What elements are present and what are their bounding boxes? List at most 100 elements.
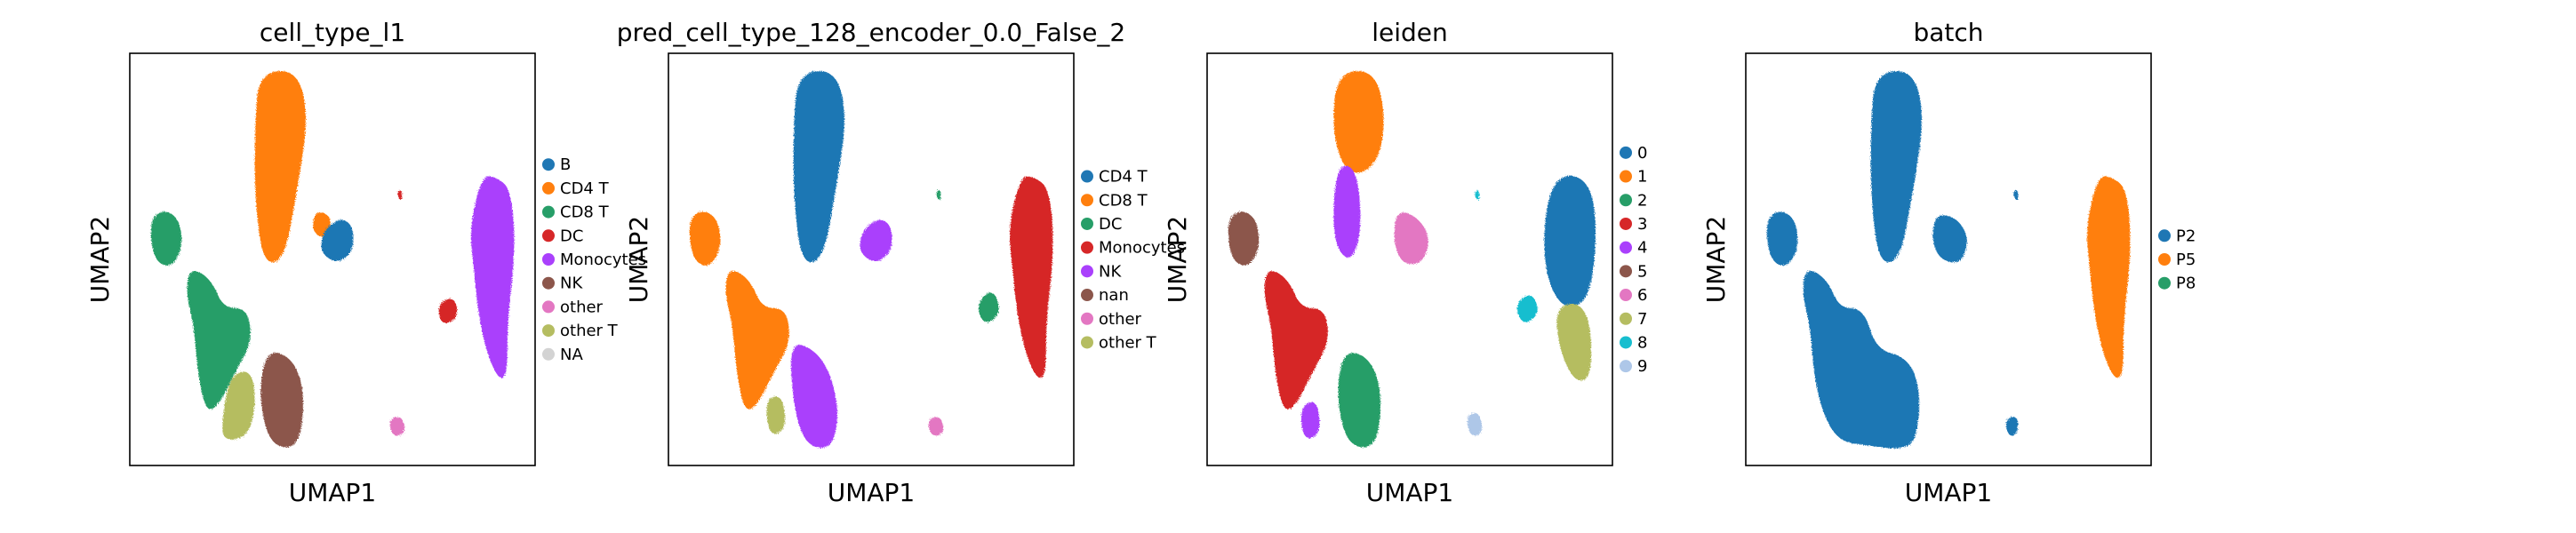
x-axis-label: UMAP1	[289, 478, 377, 507]
legend: B CD4 T CD8 T DC Monocytes NK other other T NA	[542, 155, 646, 364]
legend-marker	[542, 205, 555, 219]
legend-label: DC	[1099, 215, 1122, 234]
cluster-4	[1333, 165, 1361, 258]
umap-panel-3: leiden UMAP1 UMAP2 0 1 2 3 4 5 6 7 8 9	[1163, 18, 1647, 507]
cluster-nk	[791, 345, 837, 449]
legend-label: P5	[2176, 251, 2196, 269]
legend-marker	[1620, 289, 1632, 302]
legend-marker	[542, 253, 555, 266]
legend-label: 6	[1637, 286, 1647, 305]
umap-panel-1: cell_type_l1 UMAP1 UMAP2 B CD4 T CD8 T DC Monoc…	[85, 18, 646, 507]
cluster-3	[1264, 271, 1328, 410]
y-axis-label: UMAP2	[85, 216, 115, 304]
legend-label: other T	[560, 322, 619, 340]
legend-marker	[542, 324, 555, 338]
legend-marker	[542, 158, 555, 171]
cluster-9	[1467, 412, 1483, 436]
legend-label: DC	[560, 227, 583, 245]
cluster-p5	[2086, 176, 2131, 378]
legend-marker	[2158, 229, 2171, 243]
cluster-6	[1394, 212, 1428, 265]
axes-frame	[129, 52, 536, 466]
legend-label: NK	[1099, 262, 1122, 281]
legend-marker	[2158, 253, 2171, 266]
legend-label: P8	[2176, 274, 2196, 293]
y-axis-label: UMAP2	[624, 216, 653, 304]
cluster-p2	[1870, 71, 1922, 263]
legend-marker	[542, 229, 555, 243]
cluster-p2	[1932, 215, 1967, 263]
y-axis-label: UMAP2	[1701, 216, 1731, 304]
cluster-p2	[2013, 190, 2019, 200]
umap-panel-4: batch UMAP1 UMAP2 P2 P5 P8	[1701, 18, 2196, 507]
legend-label: 8	[1637, 333, 1647, 352]
legend-label: CD4 T	[560, 179, 610, 198]
cluster-0	[1544, 175, 1596, 306]
panel-title: batch	[1913, 18, 1983, 47]
cluster-cd4-t	[254, 71, 306, 263]
cluster-dc	[936, 190, 941, 200]
cluster-p2	[1803, 271, 1920, 449]
legend-marker	[1081, 217, 1093, 230]
cluster-dc	[438, 298, 458, 323]
legend-marker	[1620, 146, 1632, 159]
legend-marker	[2158, 276, 2171, 290]
umap-panel-2: pred_cell_type_128_encoder_0.0_False_2 UM…	[617, 18, 1185, 507]
legend-marker	[1081, 194, 1093, 207]
legend-marker	[1081, 241, 1093, 254]
legend-marker	[1620, 312, 1632, 325]
legend-label: 5	[1637, 262, 1647, 281]
cluster-dc	[978, 292, 999, 322]
legend-marker	[542, 181, 555, 195]
cluster-cd8-t	[150, 211, 182, 266]
cluster-8	[1475, 190, 1480, 200]
legend-label: other	[1099, 310, 1142, 329]
legend-label: 4	[1637, 239, 1647, 258]
legend-marker	[1620, 360, 1632, 373]
axes-frame	[1745, 52, 2152, 466]
cluster-cd8-t	[725, 271, 789, 410]
y-axis-label: UMAP2	[1163, 216, 1192, 304]
legend-marker	[1620, 241, 1632, 254]
legend-label: Monocytes	[560, 251, 646, 269]
legend-label: B	[560, 155, 571, 174]
x-axis-label: UMAP1	[828, 478, 916, 507]
legend-marker	[1081, 312, 1093, 325]
panel-title: pred_cell_type_128_encoder_0.0_False_2	[617, 18, 1125, 47]
legend-marker	[1620, 217, 1632, 230]
panel-title: cell_type_l1	[260, 18, 405, 47]
cluster-7	[1556, 304, 1592, 381]
axes-frame	[1206, 52, 1613, 466]
legend-marker	[1081, 289, 1093, 302]
cluster-other	[389, 417, 405, 436]
legend-label: 7	[1637, 310, 1647, 329]
legend-label: Monocytes	[1099, 239, 1185, 258]
legend-label: NA	[560, 346, 583, 364]
legend-marker	[1081, 170, 1093, 183]
axes-frame	[668, 52, 1075, 466]
cluster-8	[1516, 295, 1538, 322]
legend-label: other	[560, 298, 604, 316]
legend-label: NK	[560, 274, 583, 293]
cluster-1	[1333, 71, 1384, 173]
legend-marker	[542, 276, 555, 290]
legend-label: nan	[1099, 286, 1129, 305]
cluster-p2	[2005, 417, 2019, 436]
legend-label: P2	[2176, 227, 2196, 245]
x-axis-label: UMAP1	[1905, 478, 1993, 507]
legend-marker	[1620, 336, 1632, 349]
cluster-2	[1338, 353, 1381, 448]
scatter-points	[1228, 71, 1596, 448]
panel-title: leiden	[1372, 18, 1448, 47]
cluster-5	[1228, 211, 1260, 266]
scatter-points	[1766, 71, 2131, 449]
legend-label: 0	[1637, 144, 1647, 163]
cluster-other-t	[222, 371, 255, 440]
scatter-points	[689, 71, 1053, 449]
legend-marker	[1620, 265, 1632, 278]
legend: P2 P5 P8	[2158, 227, 2196, 293]
legend-label: 2	[1637, 191, 1647, 210]
legend: CD4 T CD8 T DC Monocytes NK nan other other T	[1081, 168, 1185, 352]
legend-label: CD8 T	[560, 203, 610, 222]
